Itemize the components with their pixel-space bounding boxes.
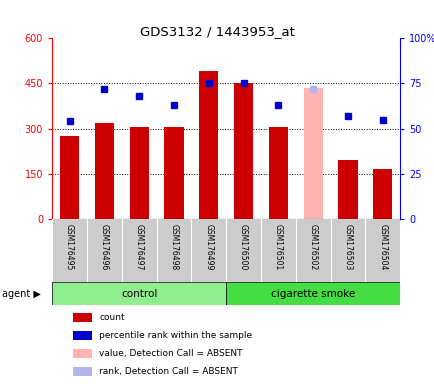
Bar [164, 127, 183, 218]
Bar [233, 83, 253, 218]
Text: GSM176504: GSM176504 [378, 224, 386, 270]
Text: GSM176499: GSM176499 [204, 224, 213, 270]
Text: GSM176498: GSM176498 [169, 224, 178, 270]
Text: percentile rank within the sample: percentile rank within the sample [99, 331, 252, 340]
Bar [73, 367, 92, 376]
Text: GSM176496: GSM176496 [100, 224, 108, 270]
Bar [73, 349, 92, 358]
Text: agent ▶: agent ▶ [2, 289, 41, 299]
Bar [303, 88, 322, 218]
Text: rank, Detection Call = ABSENT: rank, Detection Call = ABSENT [99, 367, 237, 376]
Bar [60, 136, 79, 218]
Text: GSM176495: GSM176495 [65, 224, 74, 270]
Bar [372, 169, 391, 218]
Text: count: count [99, 313, 125, 322]
Bar [52, 283, 226, 305]
Bar [129, 127, 148, 218]
Bar [226, 283, 399, 305]
Text: GSM176497: GSM176497 [135, 224, 143, 270]
Text: control: control [121, 289, 157, 299]
Text: GSM176500: GSM176500 [239, 224, 247, 270]
Text: cigarette smoke: cigarette smoke [270, 289, 355, 299]
Text: GDS3132 / 1443953_at: GDS3132 / 1443953_at [140, 25, 294, 38]
Bar [73, 331, 92, 340]
Bar [73, 313, 92, 323]
Bar [199, 71, 218, 218]
Text: GSM176502: GSM176502 [308, 224, 317, 270]
Bar [95, 122, 114, 218]
Text: GSM176503: GSM176503 [343, 224, 352, 270]
Text: GSM176501: GSM176501 [273, 224, 282, 270]
Bar [268, 127, 287, 218]
Text: value, Detection Call = ABSENT: value, Detection Call = ABSENT [99, 349, 242, 358]
Bar [338, 160, 357, 218]
